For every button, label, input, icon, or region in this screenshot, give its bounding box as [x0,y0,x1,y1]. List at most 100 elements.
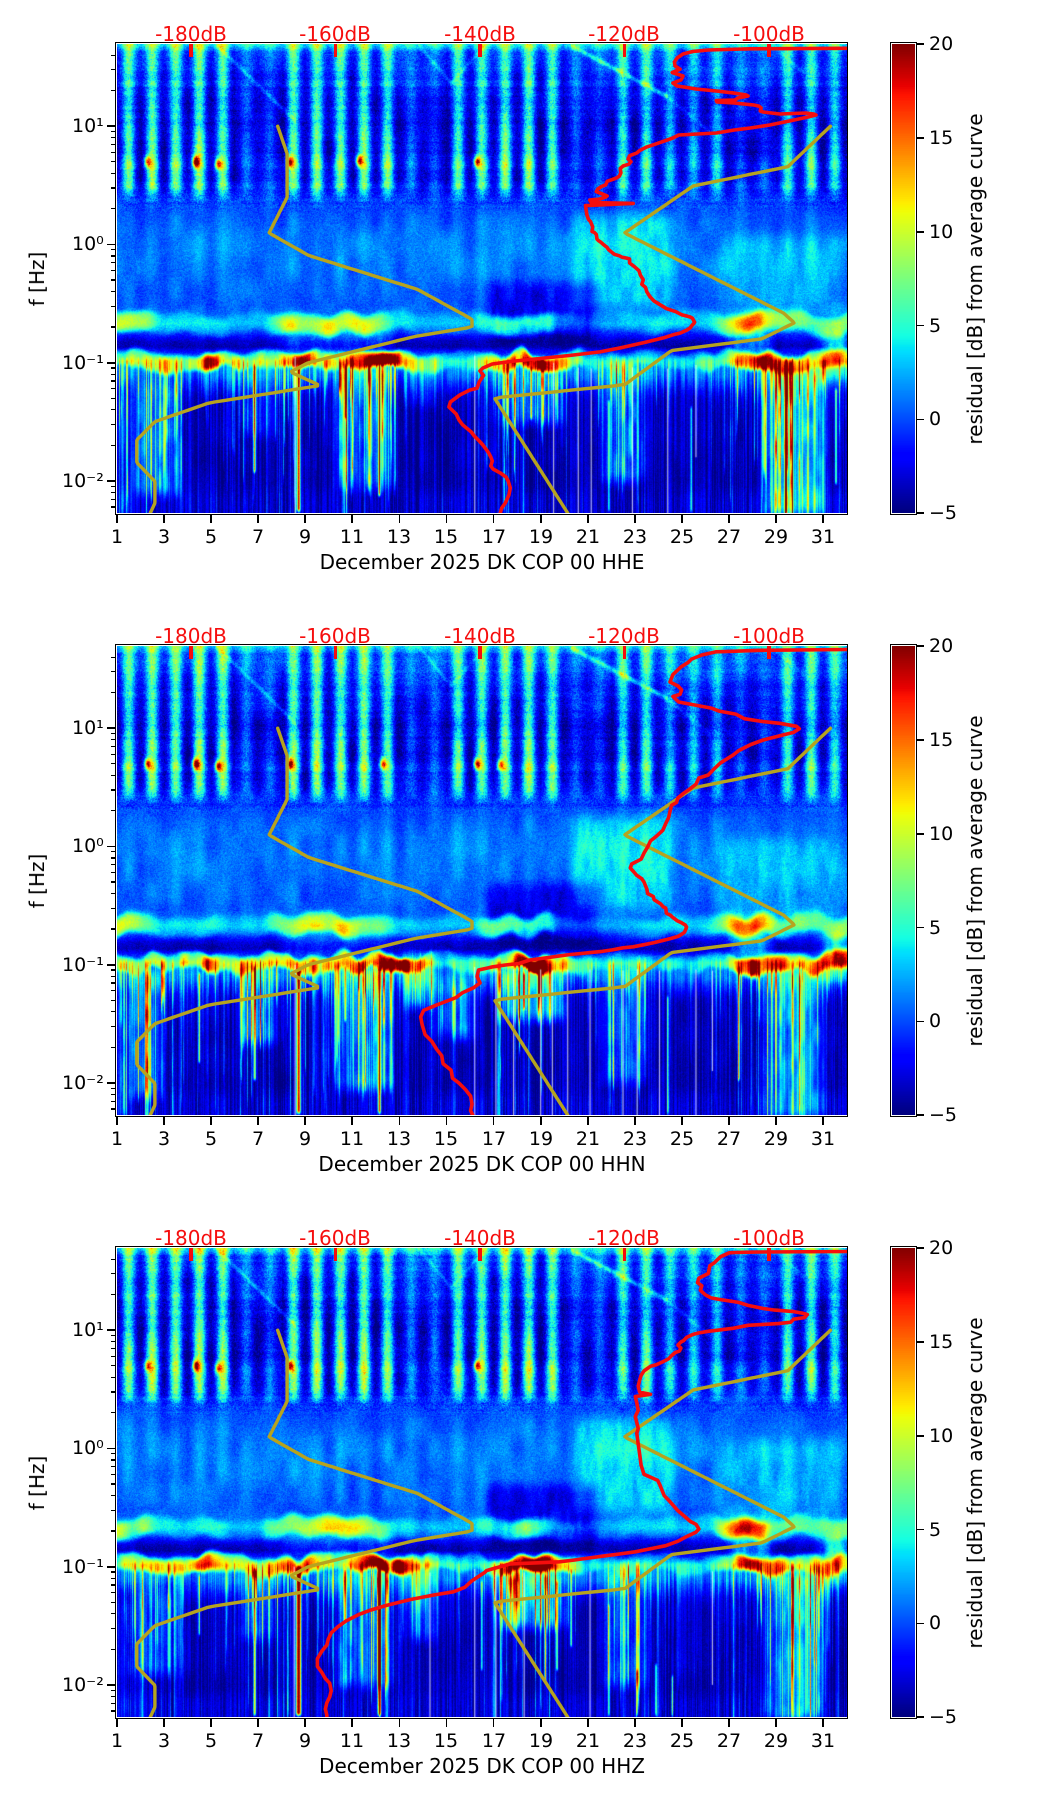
y-minor-tick [110,872,116,874]
y-axis-label: f [Hz] [25,251,49,306]
y-minor-tick [110,753,116,756]
colorbar-tick-label: 5 [929,916,942,939]
y-minor-tick [110,1571,116,1573]
x-tick [680,1719,683,1728]
x-tick-label: 9 [299,1128,312,1151]
y-minor-tick [110,249,116,251]
panel-hhn: 1 3 5 7 9 11 13 15 17 19 21 23 25 27 29 31 10¹ 10⁰ 10⁻¹ 10⁻… [0,602,1052,1204]
top-db-label: -100dB [733,22,805,46]
x-tick-label: 17 [481,1730,506,1753]
curves-overlay-hhz [135,1249,847,1718]
colorbar-label: residual [dB] from average curve [963,715,987,1047]
top-db-label: -100dB [733,624,805,648]
y-minor-tick [110,1391,116,1393]
y-tick-label: 10⁰ [72,835,104,858]
x-axis-label: December 2025 DK COP 00 HHE [319,550,645,575]
y-minor-tick [110,733,116,735]
colorbar-tick-label: 0 [929,408,942,431]
y-minor-tick [110,1087,116,1089]
x-tick [163,515,165,524]
top-db-tick [767,646,771,659]
y-tick [107,243,116,246]
x-tick-label: 3 [158,526,171,549]
x-tick [680,1117,683,1126]
x-tick-label: 13 [387,526,412,549]
y-tick [107,125,116,128]
y-minor-tick [110,1494,116,1497]
spectrogram-canvas-hhn [117,646,847,1115]
colorbar-tick [916,1716,924,1719]
y-minor-tick [110,739,116,741]
y-minor-tick [110,907,116,909]
y-minor-tick [110,1093,116,1095]
plot-area-hhe [117,44,847,514]
x-tick [304,1719,307,1728]
x-tick [116,1719,118,1728]
x-tick-label: 27 [716,1128,742,1151]
y-minor-tick [110,857,116,859]
x-tick [728,1117,730,1126]
y-minor-tick [110,1592,116,1594]
colorbar-tick [916,43,924,45]
y-tick-label: 10⁰ [72,1437,104,1460]
y-tick-label: 10⁻¹ [62,1555,104,1578]
y-minor-tick [110,1025,116,1028]
y-minor-tick [110,1710,116,1712]
y-minor-tick [110,763,116,765]
y-minor-tick [110,90,116,92]
y-minor-tick [110,279,116,281]
x-tick-label: 1 [110,1730,124,1753]
top-db-label: -100dB [733,1226,805,1250]
y-minor-tick [110,1459,116,1461]
colorbar-tick [916,1114,924,1117]
x-tick [351,1117,354,1126]
y-minor-tick [110,1695,116,1697]
x-tick [775,1719,777,1728]
x-tick [775,1117,777,1126]
x-tick-label: 29 [763,526,789,549]
x-tick-label: 19 [528,526,553,549]
x-tick-label: 31 [810,526,836,549]
x-tick-label: 3 [158,1730,171,1753]
y-minor-tick [110,982,116,984]
top-db-label: -120dB [588,22,661,46]
x-tick [304,1117,307,1126]
nlnm-curve [135,726,474,1116]
x-tick-label: 1 [110,1128,124,1151]
y-minor-tick [110,1474,116,1476]
y-minor-tick [110,656,116,658]
x-tick [351,1719,354,1728]
y-tick [107,1447,116,1450]
y-minor-tick [110,380,116,382]
y-minor-tick [110,172,116,174]
y-minor-tick [110,1046,116,1048]
y-minor-tick [110,990,116,992]
x-tick-label: 5 [205,526,218,549]
y-minor-tick [110,1577,116,1579]
y-minor-tick [110,137,116,139]
x-tick-label: 1 [110,526,124,549]
top-db-tick [622,1248,627,1261]
top-db-tick [478,44,482,57]
y-minor-tick [110,187,116,189]
y-axis-label: f [Hz] [25,1455,49,1510]
y-minor-tick [110,1453,116,1455]
x-tick [822,1117,824,1126]
y-minor-tick [110,388,116,390]
x-tick-label: 27 [716,1730,742,1753]
psd-curve-hhz [315,1249,847,1718]
colorbar-tick [916,1528,924,1531]
y-tick-label: 10⁻² [62,1673,104,1696]
nhnm-curve [493,1328,833,1718]
y-minor-tick [110,367,116,369]
x-tick [210,515,213,524]
y-minor-tick [110,1627,116,1630]
y-axis-label: f [Hz] [25,853,49,908]
y-minor-tick [110,1335,116,1337]
x-tick [539,515,542,524]
colorbar-tick-label: 10 [929,822,954,845]
x-tick-label: 25 [669,1128,694,1151]
y-minor-tick [110,892,116,895]
y-tick [107,1329,116,1332]
